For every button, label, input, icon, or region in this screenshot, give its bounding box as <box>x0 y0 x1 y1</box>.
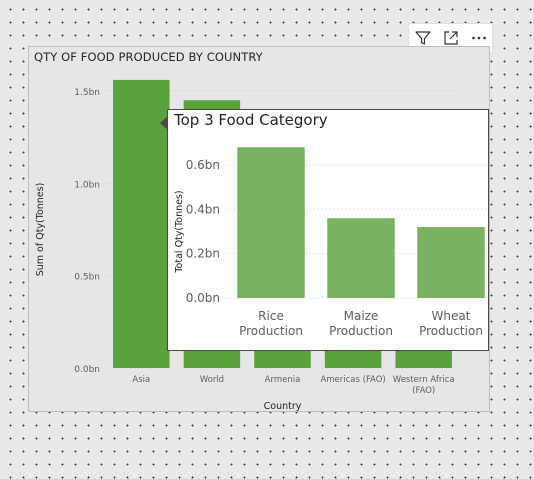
bar <box>237 147 305 298</box>
tooltip-title: Top 3 Food Category <box>174 111 328 129</box>
y-tick-label: 0.2bn <box>186 247 220 261</box>
y-tick-label: 0.0bn <box>186 291 220 305</box>
filter-button[interactable] <box>409 24 436 52</box>
y-axis-label: Total Qty(Tonnes) <box>174 190 185 273</box>
x-tick-label: Western Africa (FAO) <box>393 375 455 396</box>
y-tick-label: 1.0bn <box>74 180 100 190</box>
y-axis-label: Sum of Qty(Tonnes) <box>35 183 46 277</box>
y-tick-label: 1.5bn <box>74 88 100 98</box>
focus-mode-icon <box>443 31 458 45</box>
x-tick-label: Asia <box>132 375 150 385</box>
x-tick-label: World <box>200 375 224 385</box>
x-tick-label: Rice Production <box>239 309 303 338</box>
tooltip-panel: Top 3 Food Category 0.0bn 0.2bn 0.4bn 0.6bn… <box>167 109 489 351</box>
more-options-button[interactable] <box>465 24 492 52</box>
tooltip-chart-svg: 0.0bn 0.2bn 0.4bn 0.6bn Rice Production Maize P… <box>174 147 488 338</box>
bar <box>417 227 485 298</box>
y-tick-label: 0.6bn <box>186 158 220 172</box>
focus-mode-button[interactable] <box>437 24 464 52</box>
x-tick-label: Americas (FAO) <box>320 375 385 385</box>
main-chart-title: QTY OF FOOD PRODUCED BY COUNTRY <box>34 50 263 64</box>
filter-icon <box>414 31 431 45</box>
y-tick-label: 0.0bn <box>74 365 100 375</box>
x-axis-label: Country <box>264 401 302 411</box>
x-tick-label: Armenia <box>265 375 301 385</box>
bar <box>327 218 395 298</box>
more-options-icon <box>471 36 486 40</box>
tooltip-pointer <box>160 116 168 130</box>
x-tick-label: Wheat Production <box>419 309 483 338</box>
y-tick-label: 0.5bn <box>74 273 100 283</box>
x-tick-label: Maize Production <box>329 309 393 338</box>
y-tick-label: 0.4bn <box>186 202 220 216</box>
